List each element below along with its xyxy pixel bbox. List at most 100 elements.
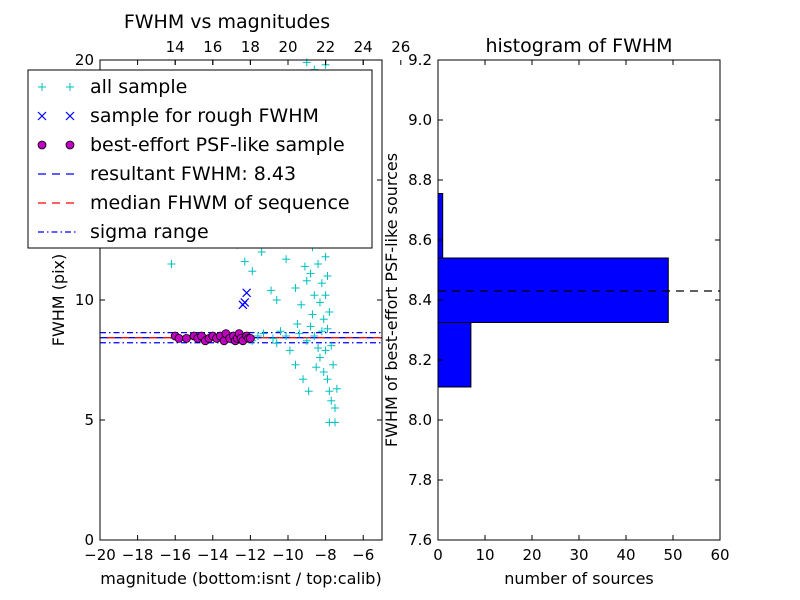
- y-tick-label-1: 5: [84, 411, 94, 429]
- series-0-point-12: [272, 296, 281, 304]
- series-0-point-74: [302, 336, 311, 345]
- hist-y-tick-label-6: 8.8: [408, 171, 432, 189]
- legend-marker-1-a-b: [37, 111, 47, 121]
- hist-y-tick-label-5: 8.6: [408, 231, 432, 249]
- hist-y-tick-label-3: 8.2: [408, 351, 432, 369]
- hist-x-tick-label-0: 0: [433, 546, 443, 564]
- series-0-point-48: [314, 344, 323, 352]
- y-tick-label-2: 10: [75, 291, 94, 309]
- series-1-point-2-b: [240, 297, 250, 307]
- series-0-point-47: [310, 332, 319, 340]
- hist-y-tick-label-4: 8.4: [408, 291, 432, 309]
- legend-marker-2-a-dot: [37, 140, 47, 150]
- series-0-point-54: [331, 404, 339, 412]
- series-0-point-27: [310, 291, 319, 300]
- histogram-ticks: 0 10 20 30 40 50 60 7.6 7.8 8.0 8.2 8.4 8.6 8.8 9.0 9.2: [408, 51, 729, 564]
- series-0-point-37: [317, 327, 326, 336]
- series-2-point-22: [245, 333, 255, 343]
- top-tick-label-2: 18: [241, 38, 260, 56]
- series-0-point-2: [240, 257, 249, 266]
- series-0-point-20: [291, 284, 300, 292]
- series-0-point-13: [282, 255, 291, 264]
- series-0-point-68: [291, 360, 300, 369]
- hist-x-tick-label-6: 60: [710, 546, 729, 564]
- legend-entries: all sample sample for rough FWHM best-effo…: [37, 76, 350, 243]
- scatter-panel: −20 −18 −16 −14 −12 −10 −8 −6 14 16 18 20 22 24 26 0 5 10…: [27, 11, 410, 588]
- series-0-point-53: [327, 396, 336, 405]
- y-tick-label-4: 20: [75, 51, 94, 69]
- series-0-point-64: [259, 329, 268, 338]
- legend-marker-1-b: [65, 111, 75, 121]
- legend-marker-1-b-b: [65, 111, 75, 121]
- histogram-bar-2: [437, 193, 444, 259]
- x-tick-label-5: −10: [272, 546, 304, 564]
- histogram-bar-1: [437, 257, 669, 323]
- series-0-point-33: [314, 260, 323, 268]
- series-0-point-41: [321, 252, 330, 261]
- series-0-point-45: [323, 324, 332, 333]
- legend-marker-0-a: [38, 83, 46, 91]
- series-1-point-2: [240, 297, 250, 307]
- legend-entry-0: all sample: [38, 76, 187, 98]
- scatter-y-axis-label: FWHM (pix): [49, 254, 68, 347]
- x-tick-label-2: −16: [159, 546, 191, 564]
- legend-entry-5: sigma range: [38, 221, 209, 243]
- top-tick-label-1: 16: [203, 38, 222, 56]
- series-0-point-19: [300, 262, 309, 271]
- series-0-point-42: [323, 272, 332, 280]
- series-0-point-52: [325, 387, 334, 396]
- series-1-point-0: [242, 288, 252, 298]
- legend-entry-4: median FHWM of sequence: [38, 192, 350, 214]
- series-0-point-34: [317, 279, 326, 288]
- series-0-point-67: [285, 346, 294, 355]
- legend-entry-2: best-effort PSF-like sample: [37, 134, 345, 156]
- top-tick-label-0: 14: [166, 38, 185, 56]
- legend-label-5: sigma range: [90, 221, 209, 243]
- top-tick-label-3: 20: [278, 38, 297, 56]
- series-0-point-50: [319, 368, 328, 376]
- hist-y-tick-label-8: 9.2: [408, 51, 432, 69]
- histogram-title: histogram of FWHM: [485, 35, 672, 57]
- legend-label-4: median FHWM of sequence: [90, 192, 350, 214]
- series-0-point-75: [306, 322, 315, 331]
- top-tick-label-6: 26: [391, 38, 410, 56]
- legend-marker-1-a: [37, 111, 47, 121]
- scatter-legend: all sample sample for rough FWHM best-effo…: [27, 69, 373, 249]
- series-0-point-28: [308, 310, 317, 319]
- series-0-point-22: [302, 276, 311, 285]
- legend-marker-2-b: [65, 140, 75, 150]
- series-0-point-0: [167, 260, 176, 268]
- histogram-x-axis-label: number of sources: [504, 569, 654, 588]
- legend-label-3: resultant FWHM: 8.43: [90, 163, 296, 185]
- legend-entry-3: resultant FWHM: 8.43: [38, 163, 296, 185]
- series-0-point-57: [312, 363, 321, 372]
- hist-y-tick-label-2: 8.0: [408, 411, 432, 429]
- top-tick-label-4: 22: [316, 38, 335, 56]
- legend-entry-1: sample for rough FWHM: [37, 105, 319, 127]
- series-2-point-22-dot: [245, 333, 255, 343]
- series-0-point-36: [319, 315, 328, 324]
- series-0-point-11: [267, 286, 276, 295]
- series-0-point-43: [321, 291, 330, 300]
- hist-y-tick-label-1: 7.8: [408, 471, 432, 489]
- hist-y-tick-label-7: 9.0: [408, 111, 432, 129]
- x-tick-label-1: −18: [122, 546, 154, 564]
- series-0-point-69: [299, 375, 308, 384]
- hist-x-tick-label-4: 40: [616, 546, 635, 564]
- series-2-point-2-dot: [182, 333, 191, 343]
- histogram-plot-area: [437, 193, 720, 388]
- series-2-point-1: [174, 333, 184, 343]
- legend-label-0: all sample: [90, 76, 187, 98]
- x-tick-label-7: −6: [352, 546, 374, 564]
- series-1-point-0-b: [242, 288, 252, 298]
- series-0-point-72: [272, 339, 281, 348]
- series-0-point-60: [331, 418, 339, 427]
- series-0-point-4: [257, 248, 266, 256]
- series-0-point-44: [325, 308, 334, 316]
- hist-x-tick-label-5: 50: [663, 546, 682, 564]
- series-0-point-58: [321, 346, 330, 355]
- scatter-x-axis-label: magnitude (bottom:isnt / top:calib): [100, 569, 381, 588]
- series-0-point-51: [323, 375, 332, 384]
- scatter-title: FWHM vs magnitudes: [124, 11, 330, 33]
- series-0-point-71: [276, 327, 285, 336]
